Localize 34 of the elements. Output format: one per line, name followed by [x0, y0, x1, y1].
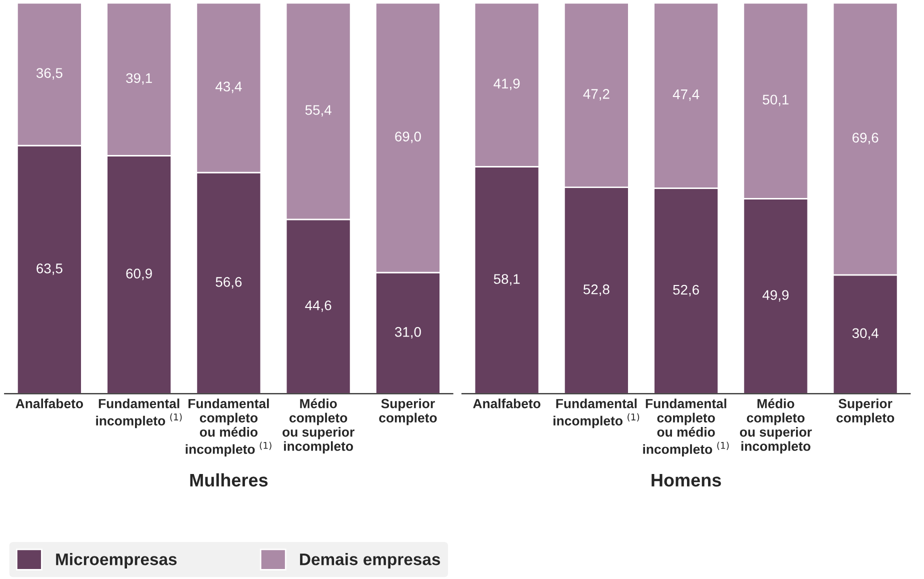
- x-tick-label: Analfabeto: [16, 398, 84, 408]
- x-tick-label: Médio completo ou superior incompleto: [282, 398, 354, 454]
- legend-label: Demais empresas: [300, 553, 440, 569]
- data-label: 41,9: [494, 78, 520, 90]
- x-tick-label: Fundamental completo ou médio incompleto $^{(1)}$: [186, 398, 272, 457]
- data-label: 39,1: [126, 73, 152, 85]
- data-label: 58,1: [494, 274, 520, 286]
- x-tick-label: Médio completo ou superior incompleto: [740, 398, 812, 454]
- x-tick-label: Fundamental completo ou médio incompleto $^{(1)}$: [643, 398, 729, 457]
- data-label: 55,4: [305, 105, 332, 117]
- data-label: 60,9: [126, 268, 152, 280]
- x-axis-title: Homens: [652, 474, 721, 487]
- legend-label: Microempresas: [56, 553, 177, 569]
- data-label: 36,5: [36, 68, 62, 80]
- data-label: 50,1: [762, 94, 789, 106]
- data-label: 31,0: [394, 327, 421, 339]
- data-label: 49,9: [762, 290, 789, 302]
- data-label: 52,8: [583, 284, 610, 296]
- x-tick-label: Analfabeto: [473, 398, 540, 408]
- x-tick-label: Fundamental incompleto $^{(1)}$: [554, 398, 640, 428]
- x-tick-label: Superior completo: [836, 398, 894, 426]
- data-label: 47,2: [583, 89, 610, 100]
- data-label: 47,4: [672, 90, 700, 101]
- data-label: 63,5: [36, 264, 62, 275]
- data-label: 44,6: [305, 300, 332, 312]
- data-label: 43,4: [215, 82, 242, 94]
- data-label: 30,4: [852, 328, 878, 340]
- data-label: 52,6: [673, 284, 699, 296]
- data-label: 69,6: [852, 132, 878, 144]
- data-label: 69,0: [395, 132, 421, 144]
- x-tick-label: Superior completo: [379, 398, 437, 426]
- x-axis-title: Mulheres: [190, 473, 268, 487]
- data-label: 56,6: [216, 277, 242, 288]
- x-tick-label: Fundamental incompleto $^{(1)}$: [96, 398, 182, 428]
